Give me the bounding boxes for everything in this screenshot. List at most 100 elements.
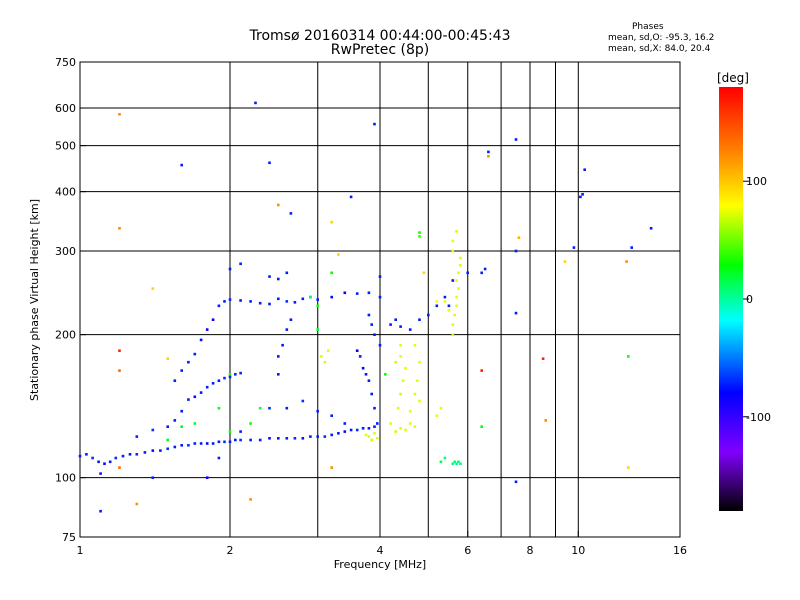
data-point [378, 343, 382, 347]
data-point [223, 440, 226, 444]
data-point [103, 462, 106, 465]
data-point [285, 300, 289, 303]
data-points [78, 101, 653, 513]
data-point [404, 428, 407, 432]
data-point [193, 422, 197, 425]
data-point [228, 430, 232, 433]
data-point [217, 440, 221, 444]
data-point [268, 406, 271, 410]
data-point [228, 440, 232, 444]
y-axis-label: Stationary phase Virtual Height [km] [28, 198, 41, 402]
data-point [367, 313, 371, 317]
data-point [205, 442, 209, 445]
data-point [355, 428, 359, 432]
x-tick-label: 10 [571, 544, 585, 557]
data-point [223, 376, 226, 380]
data-point [627, 355, 630, 358]
x-tick-label: 1 [77, 544, 84, 557]
data-point [293, 437, 297, 440]
data-point [451, 323, 455, 326]
data-point [301, 297, 305, 301]
data-point [427, 313, 430, 317]
data-point [343, 291, 347, 295]
data-point [389, 323, 392, 326]
data-point [466, 271, 469, 275]
data-point [370, 392, 373, 396]
data-point [453, 313, 456, 317]
data-point [373, 425, 376, 428]
colorbar-tick-label: 0 [746, 293, 753, 306]
data-point [455, 230, 458, 233]
data-point [268, 275, 271, 278]
data-point [121, 454, 125, 458]
data-point [217, 304, 221, 308]
data-point [239, 430, 242, 433]
axis-ticks: 1 2 4 6 8 10 16 75 100 200 300 400 500 600 750 [55, 56, 687, 557]
data-point [435, 414, 439, 417]
data-point [399, 343, 402, 347]
data-point [277, 373, 280, 376]
data-point [277, 203, 280, 207]
data-point [443, 456, 447, 460]
data-point [316, 304, 319, 308]
y-tick-label: 500 [55, 140, 76, 153]
data-point [367, 427, 371, 430]
data-point [277, 277, 280, 281]
data-point [211, 382, 215, 385]
data-point [343, 422, 347, 425]
data-point [418, 360, 421, 364]
data-point [373, 122, 376, 126]
data-point [455, 279, 458, 282]
data-point [135, 453, 139, 456]
data-point [78, 454, 82, 458]
data-point [223, 300, 226, 303]
data-point [373, 333, 376, 336]
data-point [151, 476, 155, 479]
data-point [85, 453, 88, 456]
data-point [320, 355, 323, 358]
data-point [118, 349, 121, 352]
data-point [541, 357, 545, 360]
data-point [187, 444, 190, 447]
data-point [205, 385, 209, 389]
data-point [355, 349, 359, 352]
data-point [367, 379, 371, 382]
data-point [422, 271, 426, 275]
data-point [281, 343, 284, 347]
data-point [118, 227, 121, 230]
data-point [180, 163, 183, 167]
data-point [581, 193, 584, 196]
data-point [277, 355, 280, 358]
data-point [367, 291, 371, 295]
data-point [451, 333, 455, 336]
data-point [480, 271, 483, 275]
data-point [443, 295, 447, 299]
data-point [180, 425, 183, 428]
data-point [389, 422, 392, 425]
colorbar-tick-label: -100 [746, 411, 771, 424]
data-point [180, 409, 183, 413]
data-point [316, 435, 319, 438]
y-tick-label: 75 [62, 531, 76, 544]
data-point [399, 355, 402, 358]
colorbar-ticks: 100 0 -100 [743, 175, 771, 424]
data-point [316, 409, 319, 413]
data-point [228, 375, 232, 379]
data-point [514, 249, 518, 253]
data-point [376, 437, 379, 440]
phases-o-stats: mean, sd,O: -95.3, 16.2 [608, 33, 715, 43]
data-point [330, 220, 333, 224]
grid-lines [80, 62, 680, 537]
data-point [373, 406, 376, 410]
data-point [205, 476, 209, 479]
x-tick-label: 2 [227, 544, 234, 557]
data-point [249, 438, 252, 442]
data-point [166, 357, 169, 360]
data-point [108, 460, 112, 464]
data-point [199, 338, 203, 342]
data-point [166, 425, 169, 428]
data-point [289, 318, 293, 321]
data-point [480, 369, 483, 372]
data-point [459, 256, 462, 260]
data-point [151, 287, 155, 290]
